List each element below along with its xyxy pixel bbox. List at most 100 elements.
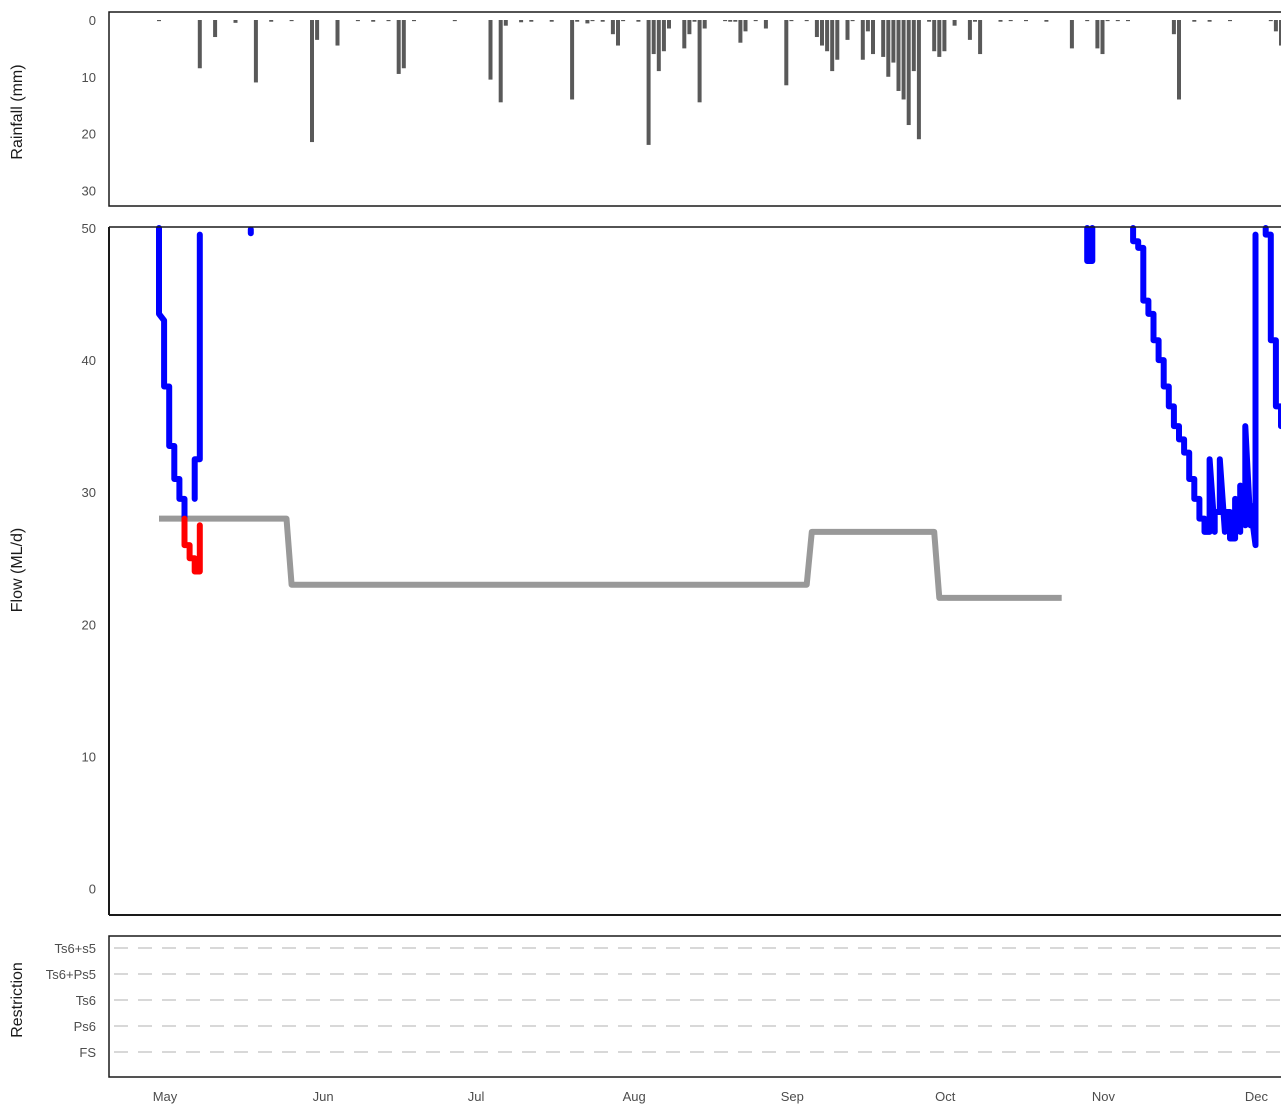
rainfall-bar bbox=[825, 20, 830, 52]
month-label: Sep bbox=[781, 1089, 804, 1104]
flow-series-line bbox=[1084, 225, 1096, 265]
rainfall-bars bbox=[157, 20, 1281, 145]
rainfall-bar bbox=[1008, 20, 1013, 22]
rainfall-bar bbox=[901, 20, 906, 100]
rainfall-bar bbox=[396, 20, 401, 74]
rainfall-bar bbox=[891, 20, 896, 63]
rainfall-bar bbox=[646, 20, 651, 145]
rainfall-bar bbox=[871, 20, 875, 55]
month-label: Dec bbox=[1245, 1089, 1269, 1104]
restriction-category-label: Ps6 bbox=[74, 1019, 96, 1034]
rainfall-bar bbox=[575, 20, 580, 22]
rainfall-bar bbox=[656, 20, 661, 72]
month-label: Jul bbox=[468, 1089, 485, 1104]
rainfall-bar bbox=[820, 20, 824, 46]
rainfall-bar bbox=[702, 20, 707, 29]
flow-tick-label: 40 bbox=[82, 353, 96, 368]
rainfall-bar bbox=[1177, 20, 1181, 100]
rainfall-bar bbox=[585, 20, 590, 24]
rainfall-tick-label: 20 bbox=[82, 127, 96, 142]
rainfall-bar bbox=[881, 20, 886, 57]
rainfall-bar bbox=[616, 20, 620, 46]
restriction-category-label: Ts6 bbox=[76, 993, 96, 1008]
rainfall-bar bbox=[519, 20, 524, 23]
rainfall-bar bbox=[728, 20, 733, 22]
flow-tick-label: 50 bbox=[82, 221, 96, 236]
rainfall-bar bbox=[830, 20, 835, 72]
rainfall-bar bbox=[967, 20, 972, 40]
rainfall-bar bbox=[1279, 20, 1281, 46]
rainfall-bar bbox=[1126, 20, 1130, 22]
flow-series-line bbox=[156, 225, 188, 522]
rainfall-axis-title: Rainfall (mm) bbox=[9, 64, 26, 159]
rainfall-bar bbox=[789, 20, 794, 22]
rainfall-bar bbox=[911, 20, 916, 72]
rainfall-bar bbox=[452, 20, 457, 22]
rainfall-bar bbox=[1105, 20, 1110, 22]
month-label: Oct bbox=[935, 1089, 956, 1104]
rainfall-bar bbox=[253, 20, 258, 83]
flow-tick-label: 0 bbox=[89, 882, 96, 897]
rainfall-bar bbox=[269, 20, 274, 22]
rainfall-bar bbox=[1095, 20, 1100, 49]
flow-panel: Flow (ML/d) 0 10 20 30 40 50 bbox=[9, 221, 1281, 916]
rainfall-bar bbox=[1273, 20, 1278, 32]
rainfall-bar bbox=[804, 20, 809, 22]
rainfall-panel: Rainfall (mm) 0 10 20 30 bbox=[9, 11, 1281, 207]
rainfall-bar bbox=[1268, 20, 1273, 22]
rainfall-bar bbox=[335, 20, 340, 46]
rainfall-plot-frame bbox=[108, 11, 1281, 207]
rainfall-bar bbox=[289, 20, 294, 22]
rainfall-bar bbox=[865, 20, 870, 32]
rainfall-bar bbox=[488, 20, 493, 80]
rainfall-bar bbox=[906, 20, 911, 126]
rainfall-bar bbox=[498, 20, 503, 103]
month-label: Nov bbox=[1092, 1089, 1116, 1104]
rainfall-bar bbox=[845, 20, 850, 40]
rainfall-bar bbox=[1207, 20, 1212, 22]
rainfall-bar bbox=[157, 20, 161, 22]
rainfall-bar bbox=[570, 20, 575, 100]
rainfall-bar bbox=[942, 20, 947, 52]
rainfall-bar bbox=[697, 20, 702, 103]
restriction-category-label: Ts6+Ps5 bbox=[46, 967, 96, 982]
rainfall-bar bbox=[1044, 20, 1049, 22]
rainfall-bar bbox=[860, 20, 865, 60]
rainfall-tick-label: 30 bbox=[82, 183, 96, 198]
flow-axis-title: Flow (ML/d) bbox=[9, 528, 26, 612]
flow-tick-label: 20 bbox=[82, 617, 96, 632]
month-label: May bbox=[153, 1089, 178, 1104]
flow-threshold-line bbox=[159, 515, 1062, 601]
rainfall-bar bbox=[233, 20, 238, 23]
rainfall-bar bbox=[1100, 20, 1105, 55]
rainfall-bar bbox=[763, 20, 768, 29]
rainfall-bar bbox=[1228, 20, 1232, 22]
rainfall-bar bbox=[682, 20, 687, 49]
rainfall-tick-labels: 0 10 20 30 bbox=[82, 13, 96, 198]
rainfall-bar bbox=[590, 20, 595, 22]
rainfall-bar bbox=[667, 20, 671, 29]
rainfall-bar bbox=[355, 20, 360, 22]
rainfall-bar bbox=[661, 20, 666, 52]
rainfall-bar bbox=[916, 20, 921, 140]
flow-tick-label: 30 bbox=[82, 485, 96, 500]
rainfall-bar bbox=[937, 20, 942, 57]
rainfall-bar bbox=[850, 20, 855, 22]
rainfall-bar bbox=[835, 20, 840, 60]
restriction-axis-title: Restriction bbox=[9, 962, 26, 1038]
flow-tick-label: 10 bbox=[82, 749, 96, 764]
rainfall-bar bbox=[197, 20, 202, 69]
rainfall-bar bbox=[1192, 20, 1197, 22]
restriction-panel: Restriction Ts6+s5 Ts6+Ps5 Ts6 Ps6 FS bbox=[9, 935, 1281, 1078]
rainfall-bar bbox=[621, 20, 626, 22]
rainfall-bar bbox=[310, 20, 314, 143]
rainfall-bar bbox=[1171, 20, 1176, 35]
restriction-gridlines bbox=[114, 947, 1281, 1053]
rainfall-bar bbox=[896, 20, 901, 91]
rainfall-bar bbox=[371, 20, 376, 22]
rainfall-bar bbox=[600, 20, 605, 22]
flow-series-line bbox=[1262, 225, 1281, 430]
rainfall-bar bbox=[529, 20, 534, 22]
rainfall-bar bbox=[412, 20, 416, 22]
